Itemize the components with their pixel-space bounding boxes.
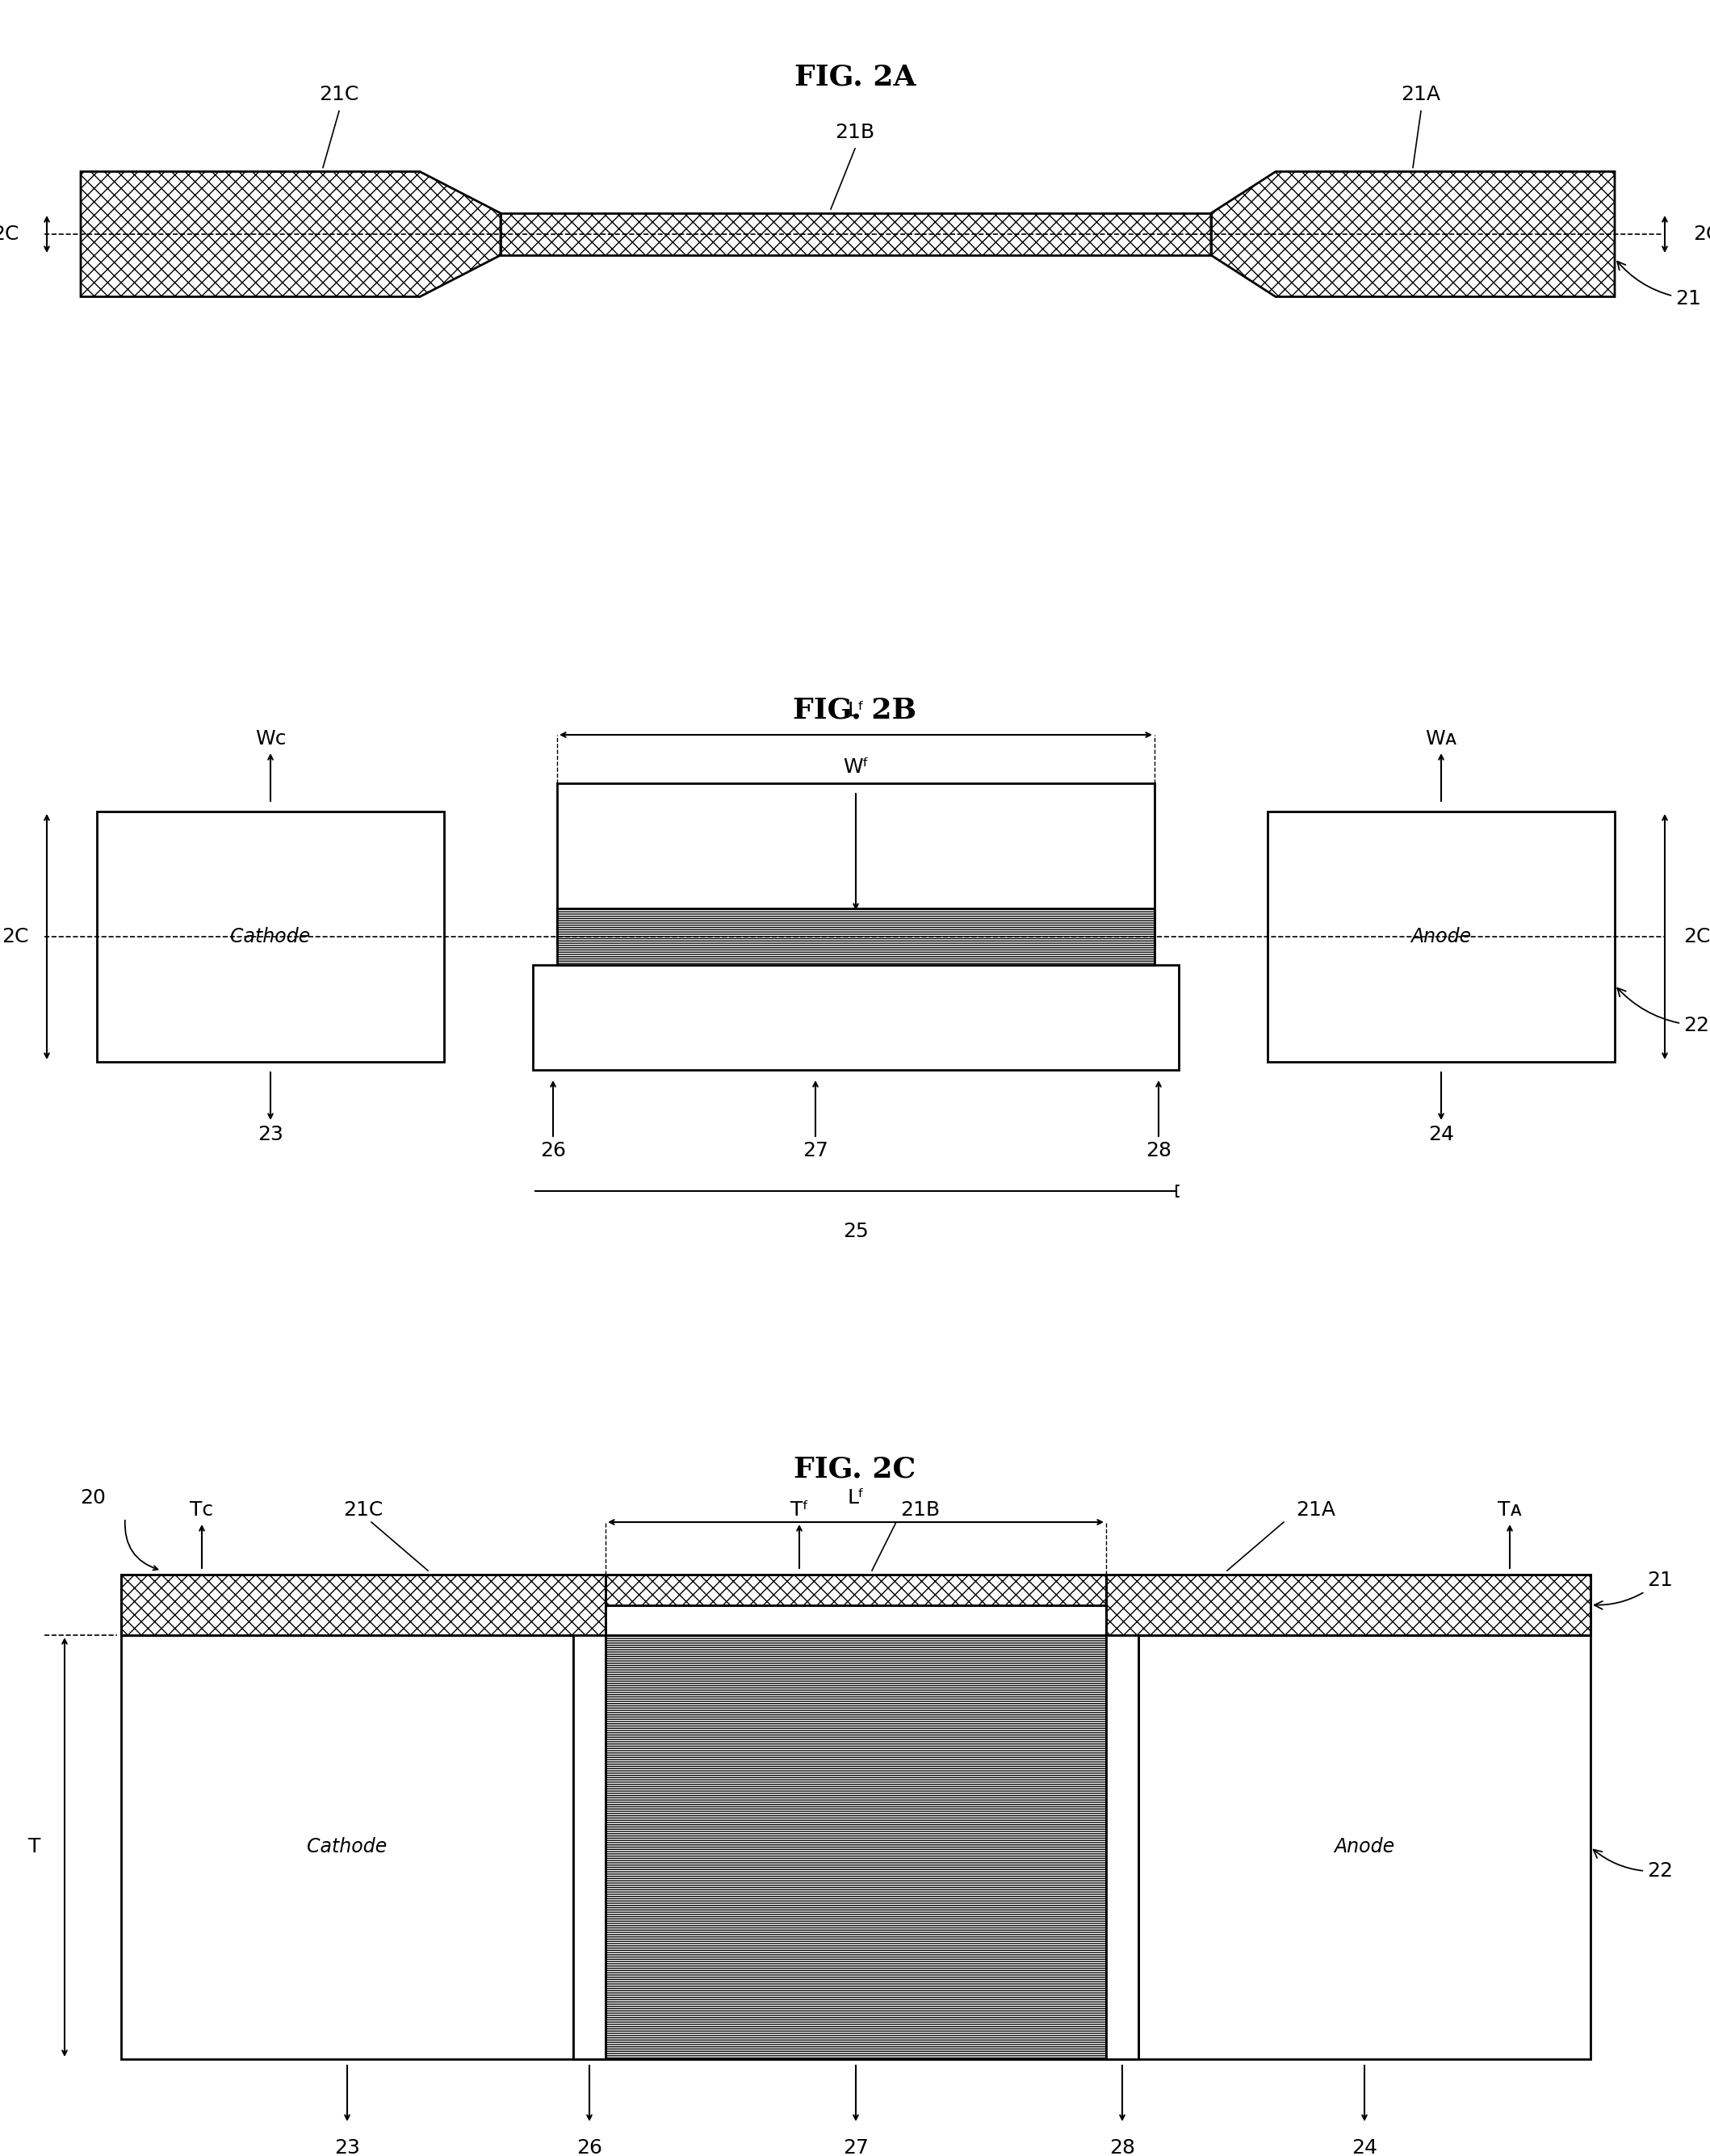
Text: 27: 27 (843, 2139, 869, 2156)
Text: 21C: 21C (344, 1501, 383, 1520)
Text: Tᴀ: Tᴀ (1498, 1501, 1522, 1520)
Text: 24: 24 (1428, 1125, 1454, 1145)
Bar (121, 1574, 1590, 2059)
Bar (501, 213, 1211, 254)
Text: 21: 21 (1618, 261, 1701, 308)
Text: Wᶠ: Wᶠ (843, 757, 869, 776)
Text: 2C: 2C (2, 927, 29, 946)
Text: 2C: 2C (1683, 927, 1710, 946)
Text: Tᶠ: Tᶠ (790, 1501, 809, 1520)
Text: 23: 23 (333, 2139, 361, 2156)
Text: 22: 22 (1618, 987, 1710, 1035)
Bar (573, 1634, 605, 2059)
Bar (97, 811, 445, 1063)
Bar (573, 1634, 605, 2059)
Text: 28: 28 (1146, 1141, 1171, 1160)
Text: 28: 28 (1110, 2139, 1135, 2156)
Text: 22: 22 (1594, 1850, 1672, 1880)
Text: T: T (27, 1837, 41, 1856)
Text: 2C: 2C (1693, 224, 1710, 244)
Bar (605, 1574, 1106, 1606)
Text: 21: 21 (1594, 1572, 1672, 1608)
Text: FIG. 2C: FIG. 2C (793, 1455, 917, 1483)
Text: 26: 26 (540, 1141, 566, 1160)
Text: 2C: 2C (0, 224, 19, 244)
Text: FIG. 2A: FIG. 2A (793, 63, 917, 91)
Bar (1106, 1574, 1590, 1634)
Text: 21B: 21B (901, 1501, 941, 1520)
Text: Wᴄ: Wᴄ (255, 729, 286, 748)
Text: Wᴀ: Wᴀ (1424, 729, 1457, 748)
Bar (1106, 1634, 1139, 2059)
Text: 20: 20 (80, 1488, 106, 1507)
Text: 26: 26 (576, 2139, 602, 2156)
Text: 21B: 21B (834, 123, 876, 142)
Text: Lᶠ: Lᶠ (846, 1488, 865, 1507)
Text: 21A: 21A (1400, 86, 1442, 106)
Text: 25: 25 (843, 1222, 869, 1242)
Bar (557, 908, 1154, 966)
Text: 24: 24 (1351, 2139, 1377, 2156)
Bar (557, 783, 1154, 944)
Bar (605, 1634, 1106, 2059)
Bar (534, 966, 1178, 1069)
Text: Lᶠ: Lᶠ (846, 701, 865, 720)
Bar (121, 1574, 605, 1634)
Text: Cathode: Cathode (308, 1837, 386, 1856)
Text: Anode: Anode (1334, 1837, 1395, 1856)
Text: FIG. 2B: FIG. 2B (793, 696, 917, 724)
Text: 21A: 21A (1296, 1501, 1336, 1520)
Bar (1267, 811, 1614, 1063)
Text: Cathode: Cathode (231, 927, 311, 946)
Text: Anode: Anode (1411, 927, 1472, 946)
Text: 27: 27 (802, 1141, 828, 1160)
Bar (605, 1606, 1106, 1634)
Text: Tᴄ: Tᴄ (190, 1501, 214, 1520)
Bar (1106, 1634, 1139, 2059)
Text: 21C: 21C (320, 86, 359, 106)
Text: 23: 23 (258, 1125, 284, 1145)
